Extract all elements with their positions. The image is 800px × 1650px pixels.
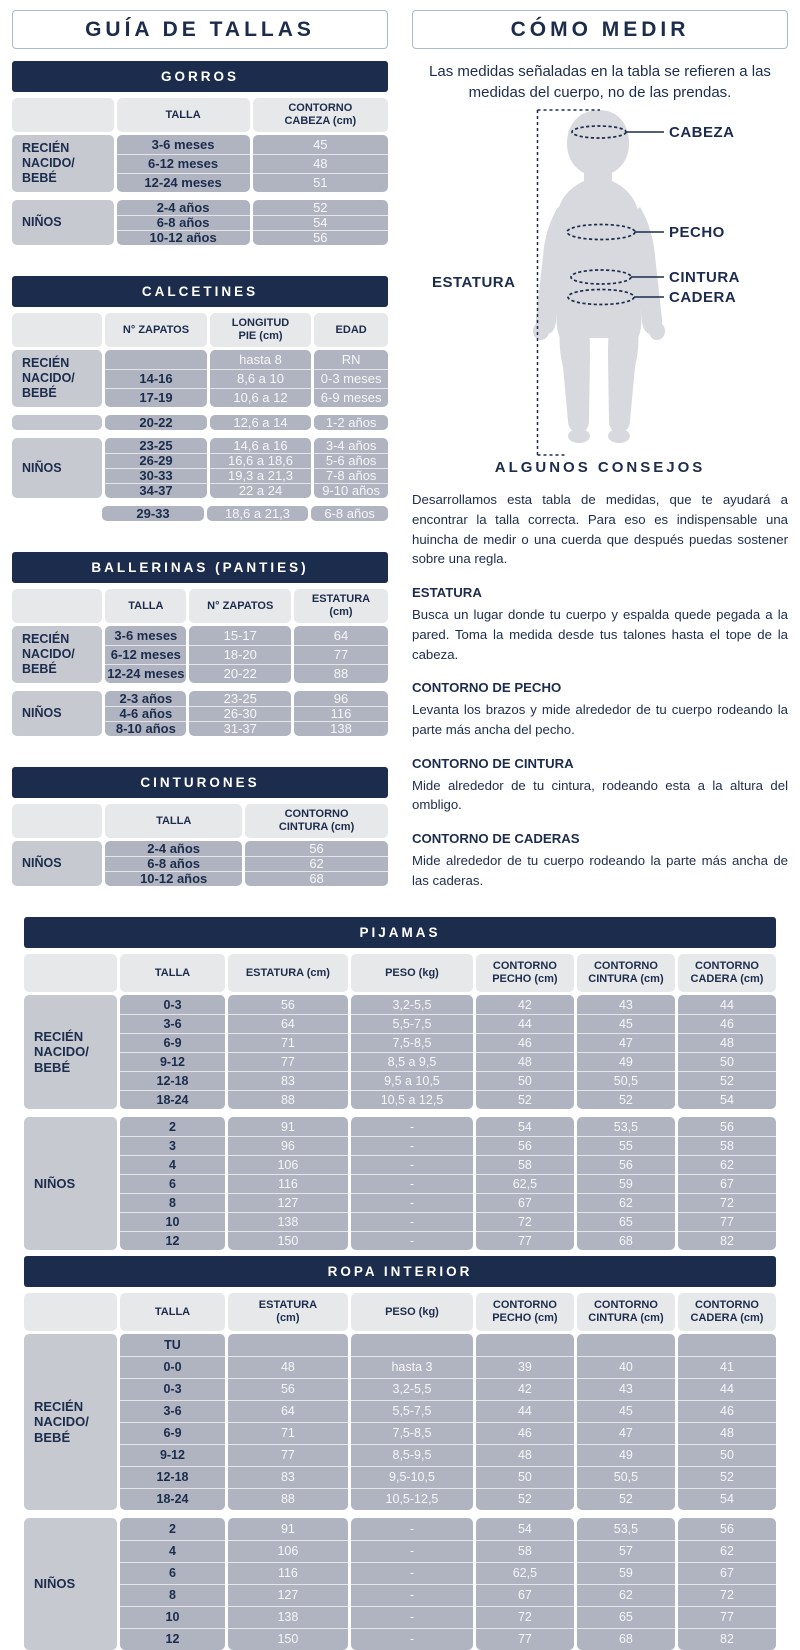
svg-text:PECHO: PECHO: [669, 224, 725, 241]
svg-text:CINTURA: CINTURA: [669, 269, 740, 286]
svg-text:CABEZA: CABEZA: [669, 124, 735, 141]
svg-text:CADERA: CADERA: [669, 289, 736, 306]
svg-text:ESTATURA: ESTATURA: [432, 274, 515, 291]
